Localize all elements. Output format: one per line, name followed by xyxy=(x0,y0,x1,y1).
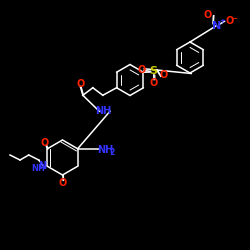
Text: O: O xyxy=(150,78,158,88)
Text: O: O xyxy=(58,178,66,188)
Text: NH: NH xyxy=(96,106,112,116)
Text: O: O xyxy=(160,70,168,80)
Text: −: − xyxy=(231,16,237,22)
Text: NH: NH xyxy=(97,145,113,155)
Text: S: S xyxy=(150,66,158,76)
Text: O: O xyxy=(41,138,49,147)
Text: O: O xyxy=(204,10,212,20)
Text: O: O xyxy=(226,16,234,26)
Text: O: O xyxy=(137,65,145,75)
Text: NH: NH xyxy=(31,164,45,173)
Text: N: N xyxy=(212,21,221,31)
Text: +: + xyxy=(219,18,225,24)
Text: O: O xyxy=(76,79,84,89)
Text: 2: 2 xyxy=(110,148,115,157)
Text: N: N xyxy=(38,161,46,171)
